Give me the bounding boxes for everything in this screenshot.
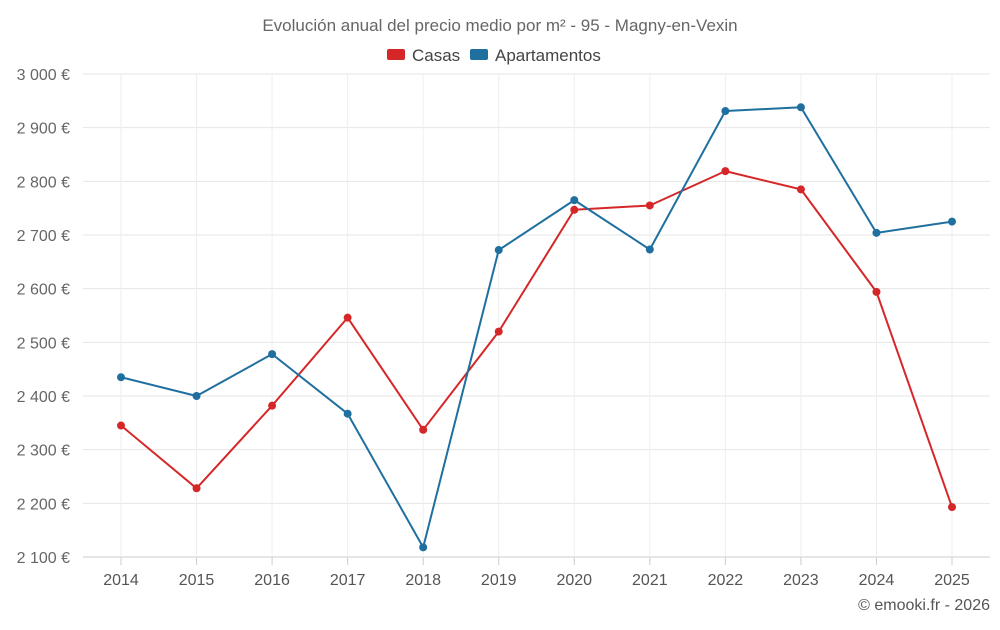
x-tick-label: 2019 [481,572,517,589]
data-point [645,245,654,254]
x-tick-label: 2024 [859,572,895,589]
data-point [117,421,125,430]
x-axis: 2014 2015 2016 2017 2018 2019 2020 2021 2022 2023… [103,557,970,589]
legend-label: Casas [412,46,460,65]
data-point [494,327,503,336]
legend-label: Apartamentos [495,46,601,65]
legend: Casas Apartamentos [387,46,601,65]
chart-title: Evolución anual del precio medio por m² … [262,16,737,35]
data-point [872,287,881,296]
x-tick-label: 2018 [405,572,441,589]
y-tick-label: 2 500 € [17,335,70,352]
x-tick-label: 2022 [708,572,744,589]
x-tick-label: 2021 [632,572,668,589]
data-point [268,350,277,359]
y-tick-label: 3 000 € [17,67,70,84]
data-point [570,205,579,214]
data-point [948,217,956,226]
grid [83,73,990,558]
y-tick-label: 2 400 € [17,389,70,406]
legend-swatch [387,49,405,60]
y-tick-label: 2 900 € [17,121,70,138]
series-apartamentos [117,103,956,552]
y-tick-label: 2 200 € [17,496,70,513]
x-tick-label: 2025 [934,572,970,589]
data-point [948,503,956,512]
data-point [570,196,579,205]
data-point [192,392,201,400]
series-line [120,106,953,549]
data-point [117,373,125,382]
y-tick-label: 2 100 € [17,550,70,567]
y-tick-label: 2 800 € [17,174,70,191]
data-point [721,167,730,176]
data-point [419,543,428,552]
series-line [120,170,953,508]
data-point [872,228,881,237]
legend-swatch [470,49,488,60]
x-tick-label: 2015 [179,572,215,589]
data-point [796,185,805,194]
series-layer [117,103,956,552]
credit-label: © emooki.fr - 2026 [858,597,990,614]
legend-item-apartamentos: Apartamentos [470,46,601,65]
x-tick-label: 2020 [556,572,592,589]
x-tick-label: 2023 [783,572,819,589]
x-tick-label: 2014 [103,572,139,589]
data-point [796,103,805,112]
data-point [268,401,277,410]
legend-item-casas: Casas [387,46,460,65]
data-point [645,201,654,210]
data-point [419,425,428,434]
y-axis: 2 100 € 2 200 € 2 300 € 2 400 € 2 500 € 2 600… [17,67,70,567]
data-point [343,313,352,322]
y-tick-label: 2 600 € [17,282,70,299]
data-point [343,409,352,418]
x-tick-label: 2016 [254,572,290,589]
series-casas [117,167,956,512]
y-tick-label: 2 300 € [17,443,70,460]
data-point [494,246,503,255]
data-point [721,107,730,116]
x-tick-label: 2017 [330,572,366,589]
y-tick-label: 2 700 € [17,228,70,245]
data-point [192,484,201,493]
